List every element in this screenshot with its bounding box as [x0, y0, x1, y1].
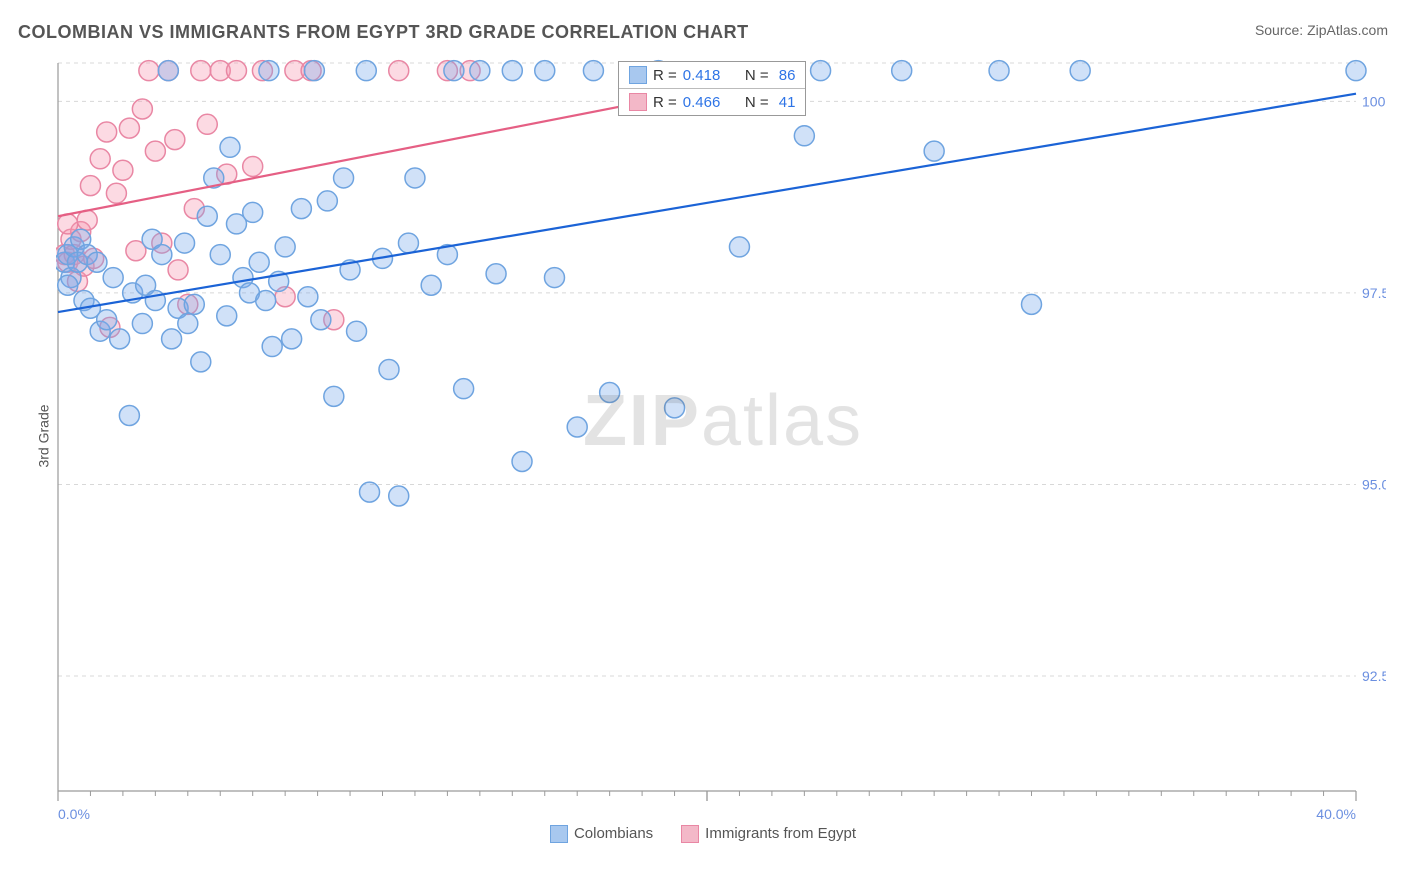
stats-row: R = 0.466 N = 41: [619, 89, 805, 115]
svg-text:97.5%: 97.5%: [1362, 285, 1386, 301]
stat-n-value: 86: [775, 67, 796, 84]
legend-swatch: [550, 825, 568, 843]
stats-row: R = 0.418 N = 86: [619, 62, 805, 89]
stat-n-label: N =: [745, 67, 769, 84]
source-attribution: Source: ZipAtlas.com: [1255, 22, 1388, 38]
source-prefix: Source:: [1255, 22, 1307, 38]
bottom-legend: Colombians Immigrants from Egypt: [0, 821, 1406, 843]
stat-r-label: R =: [653, 67, 677, 84]
svg-text:95.0%: 95.0%: [1362, 476, 1386, 492]
legend-label: Colombians: [574, 825, 653, 842]
y-axis-label: 3rd Grade: [36, 404, 52, 467]
scatter-plot: 92.5% 95.0% 97.5% 100.0% 0.0% 40.0%: [56, 51, 1386, 821]
stat-r-value: 0.466: [683, 94, 721, 111]
svg-text:0.0%: 0.0%: [58, 806, 90, 821]
legend-item: Colombians: [550, 825, 653, 843]
stat-n-label: N =: [745, 94, 769, 111]
chart-area: 3rd Grade 92.5%95.0%97.5%100.0%0.0%40.0%…: [56, 51, 1390, 821]
stats-swatch: [629, 66, 647, 84]
legend-swatch: [681, 825, 699, 843]
correlation-stats-box: R = 0.418 N = 86R = 0.466 N = 41: [618, 61, 806, 116]
legend-item: Immigrants from Egypt: [681, 825, 856, 843]
svg-text:100.0%: 100.0%: [1362, 93, 1386, 109]
svg-text:92.5%: 92.5%: [1362, 668, 1386, 684]
stat-r-label: R =: [653, 94, 677, 111]
chart-title: COLOMBIAN VS IMMIGRANTS FROM EGYPT 3RD G…: [18, 22, 749, 43]
stat-r-value: 0.418: [683, 67, 721, 84]
svg-text:40.0%: 40.0%: [1316, 806, 1356, 821]
stat-n-value: 41: [775, 94, 796, 111]
legend-label: Immigrants from Egypt: [705, 825, 856, 842]
stats-swatch: [629, 93, 647, 111]
source-link[interactable]: ZipAtlas.com: [1307, 22, 1388, 38]
